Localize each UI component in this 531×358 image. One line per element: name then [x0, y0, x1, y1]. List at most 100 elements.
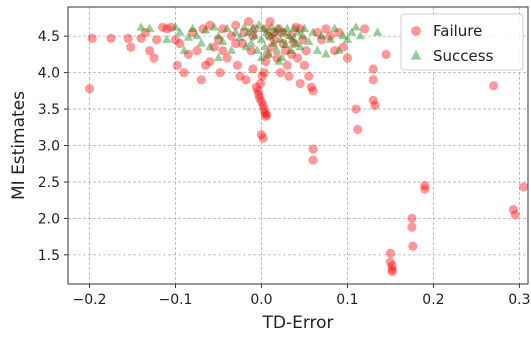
success-point [209, 22, 219, 31]
failure-point [209, 42, 219, 52]
y-tick-label: 2.5 [38, 175, 60, 191]
failure-point [286, 49, 297, 59]
success-point [292, 27, 303, 36]
y-axis-label: MI Estimates [9, 91, 29, 200]
failure-point [188, 27, 198, 38]
failure-point [334, 27, 344, 38]
success-point [260, 41, 270, 51]
failure-point [198, 24, 208, 34]
failure-point [248, 64, 258, 74]
success-point [265, 30, 275, 40]
failure-point [278, 38, 288, 49]
y-tick-label: 4.0 [38, 66, 60, 82]
failure-point [213, 35, 224, 45]
success-point [239, 22, 249, 31]
failure-point [257, 71, 267, 81]
failure-point [218, 46, 228, 56]
failure-point [299, 60, 310, 70]
failure-point [106, 33, 116, 43]
failure-point [308, 144, 318, 154]
success-point [351, 22, 361, 31]
failure-point [306, 82, 316, 92]
failure-point [387, 267, 397, 277]
legend-marker-failure [411, 26, 421, 36]
y-tick-label: 4.5 [38, 29, 60, 45]
failure-point [420, 180, 430, 191]
failure-point [260, 108, 270, 118]
success-point [334, 45, 344, 54]
success-point [205, 41, 215, 51]
success-point [325, 34, 335, 43]
failure-point [368, 95, 378, 105]
success-point [136, 22, 146, 31]
success-point [252, 45, 262, 54]
success-point [279, 27, 289, 36]
failure-point [140, 27, 150, 38]
failure-point [370, 100, 380, 111]
failure-point [262, 110, 272, 120]
failure-point [272, 53, 282, 63]
failure-point [489, 81, 499, 91]
failure-point [329, 46, 340, 56]
failure-point [267, 42, 277, 52]
legend: Failure Success [400, 13, 524, 71]
success-point [312, 45, 323, 54]
failure-point [231, 20, 241, 30]
success-point [277, 52, 287, 62]
success-point [213, 52, 224, 62]
success-point [222, 23, 232, 32]
failure-point [301, 46, 311, 56]
failure-point [248, 31, 258, 41]
failure-point [166, 22, 176, 33]
success-point [287, 34, 298, 43]
legend-marker-success [410, 50, 422, 60]
grid-lines [68, 7, 528, 284]
success-point [272, 45, 282, 54]
failure-point [308, 86, 318, 96]
success-point [256, 52, 267, 62]
failure-point [205, 20, 215, 30]
success-point [175, 27, 185, 36]
success-point [289, 23, 299, 32]
failure-point [338, 42, 348, 52]
x-tick-label: −0.1 [158, 292, 192, 308]
failure-point [274, 24, 284, 34]
failure-point [381, 49, 391, 59]
success-point [249, 30, 260, 40]
success-point [338, 30, 348, 40]
success-point [329, 23, 340, 32]
failure-point [151, 35, 162, 45]
failure-point [196, 75, 206, 85]
success-point [286, 45, 296, 54]
success-point [372, 27, 383, 36]
failure-point [259, 68, 269, 78]
failure-point [312, 27, 322, 38]
success-point [273, 56, 284, 65]
success-point [226, 45, 237, 54]
failure-point [308, 155, 318, 165]
success-point [256, 34, 267, 43]
failure-point [269, 35, 279, 45]
success-point [248, 23, 258, 32]
success-point [347, 27, 357, 36]
success-point [355, 30, 366, 40]
failure-point [261, 57, 271, 67]
failure-point [179, 68, 189, 78]
failure-point [278, 27, 288, 38]
data-points [84, 16, 529, 277]
success-point [291, 38, 301, 47]
x-tick-label: 0.2 [422, 292, 444, 308]
failure-point [258, 100, 268, 111]
failure-point [420, 184, 430, 194]
failure-point [84, 84, 95, 94]
failure-point [172, 60, 182, 70]
success-point [275, 34, 286, 43]
success-point [200, 25, 211, 34]
success-point [192, 30, 202, 40]
success-point [304, 36, 314, 46]
failure-point [275, 68, 285, 78]
failure-point [280, 46, 291, 56]
failure-point [519, 182, 529, 192]
failure-point [261, 111, 271, 121]
success-point [235, 32, 245, 41]
